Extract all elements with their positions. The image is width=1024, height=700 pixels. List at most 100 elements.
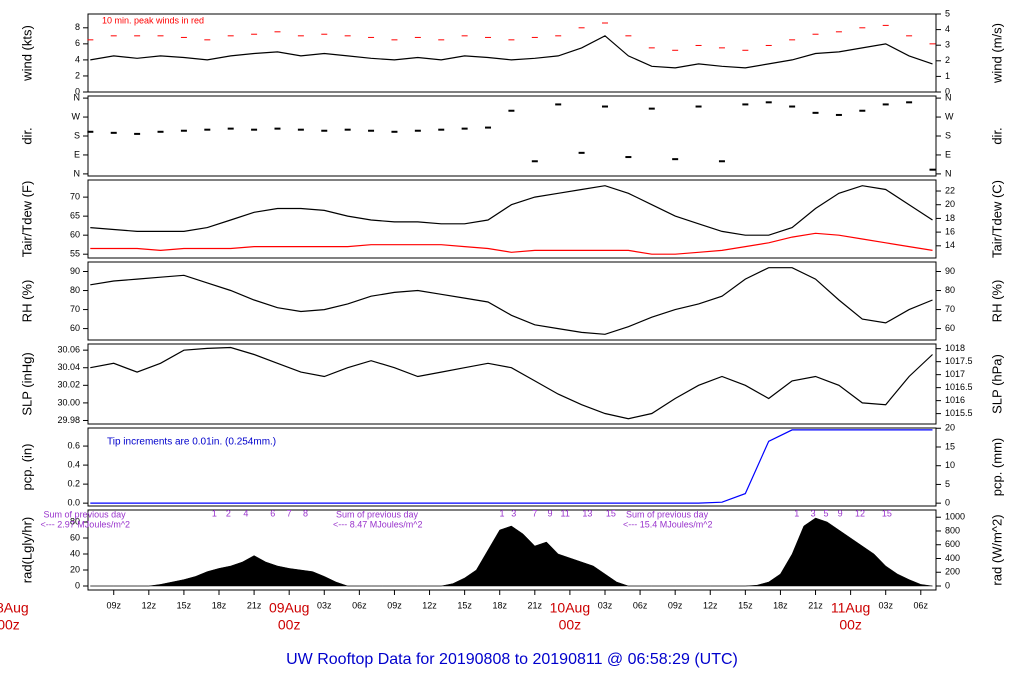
y-tick-label: N bbox=[74, 92, 81, 102]
dir-point bbox=[204, 128, 211, 131]
dir-point bbox=[742, 103, 749, 106]
panel-frame bbox=[87, 95, 937, 177]
x-tick-label: 12z bbox=[142, 600, 157, 610]
x-tick-label: 21z bbox=[528, 600, 543, 610]
y-tick-label: 60 bbox=[70, 323, 80, 333]
hour-label: 13 bbox=[582, 508, 592, 518]
dir-point bbox=[227, 127, 234, 130]
y-tick-label: 16 bbox=[945, 226, 955, 236]
x-tick-label: 09z bbox=[106, 600, 121, 610]
dir-point bbox=[134, 132, 141, 135]
y-tick-label: 0.2 bbox=[67, 478, 80, 488]
data-line bbox=[90, 185, 933, 236]
dir-point bbox=[251, 128, 258, 131]
y-tick-label: N bbox=[945, 92, 952, 102]
y-tick-label: E bbox=[945, 149, 951, 159]
dir-point bbox=[321, 129, 328, 132]
hour-label: 12 bbox=[855, 508, 865, 518]
day-sum-title: Sum of previous day bbox=[44, 509, 127, 519]
dir-point bbox=[461, 127, 468, 130]
y-tick-label: E bbox=[74, 149, 80, 159]
data-line bbox=[90, 35, 933, 69]
day-sum: <--- 2.97 MJoules/m^2 bbox=[41, 519, 131, 529]
y-tick-label: 14 bbox=[945, 240, 955, 250]
data-line bbox=[90, 232, 933, 255]
y-tick-label: W bbox=[72, 111, 81, 121]
x-tick-label: 15z bbox=[457, 600, 472, 610]
hour-label: 15 bbox=[882, 508, 892, 518]
y2-axis-label: SLP (hPa) bbox=[989, 354, 1004, 414]
y-tick-label: 20 bbox=[945, 423, 955, 433]
dir-point bbox=[87, 130, 94, 133]
y-tick-label: 8 bbox=[75, 22, 80, 32]
dir-point bbox=[835, 113, 842, 116]
dir-point bbox=[648, 107, 655, 110]
y-tick-label: W bbox=[945, 111, 954, 121]
hour-label: 9 bbox=[838, 508, 843, 518]
y-tick-label: 20 bbox=[945, 199, 955, 209]
y-tick-label: 6 bbox=[75, 38, 80, 48]
y-tick-label: 70 bbox=[70, 304, 80, 314]
y-axis-label: RH (%) bbox=[19, 280, 34, 323]
hour-label: 2 bbox=[226, 508, 231, 518]
dir-point bbox=[695, 105, 702, 108]
y-tick-label: 4 bbox=[75, 54, 80, 64]
x-tick-label: 06z bbox=[914, 600, 929, 610]
y-axis-label: Tair/Tdew (F) bbox=[19, 181, 34, 258]
date-time-label: 00z bbox=[0, 617, 20, 633]
y2-axis-label: rad (W/m^2) bbox=[989, 514, 1004, 585]
dir-point bbox=[344, 128, 351, 131]
x-tick-label: 15z bbox=[738, 600, 753, 610]
y-tick-label: 15 bbox=[945, 441, 955, 451]
y-tick-label: 2 bbox=[945, 55, 950, 65]
dir-point bbox=[555, 103, 562, 106]
dir-point bbox=[110, 131, 117, 134]
x-tick-label: 21z bbox=[808, 600, 823, 610]
y-tick-label: 22 bbox=[945, 185, 955, 195]
y-tick-label: S bbox=[945, 130, 951, 140]
y-tick-label: 1 bbox=[945, 71, 950, 81]
y-tick-label: 10 bbox=[945, 460, 955, 470]
y-tick-label: 3 bbox=[945, 40, 950, 50]
dir-point bbox=[438, 128, 445, 131]
y-tick-label: 18 bbox=[945, 213, 955, 223]
y-tick-label: 80 bbox=[70, 516, 80, 526]
y-tick-label: 80 bbox=[70, 285, 80, 295]
x-tick-label: 12z bbox=[703, 600, 718, 610]
y-tick-label: 30.02 bbox=[57, 380, 80, 390]
data-line bbox=[90, 346, 933, 420]
y-tick-label: 30.04 bbox=[57, 362, 80, 372]
y-tick-label: 5 bbox=[945, 479, 950, 489]
dir-point bbox=[765, 101, 772, 104]
y-tick-label: 1017.5 bbox=[945, 356, 973, 366]
y-tick-label: 1016.5 bbox=[945, 382, 973, 392]
x-tick-label: 15z bbox=[177, 600, 192, 610]
panel-frame bbox=[87, 343, 937, 425]
x-tick-label: 09z bbox=[668, 600, 683, 610]
dir-point bbox=[812, 111, 819, 114]
panel-frame bbox=[87, 13, 937, 93]
dir-point bbox=[601, 105, 608, 108]
y-tick-label: 1016 bbox=[945, 395, 965, 405]
dir-point bbox=[391, 130, 398, 133]
y-tick-label: 400 bbox=[945, 553, 960, 563]
panel-frame bbox=[87, 179, 937, 259]
y2-axis-label: dir. bbox=[989, 127, 1004, 144]
hour-label: 11 bbox=[561, 508, 570, 518]
y-tick-label: S bbox=[74, 130, 80, 140]
dir-point bbox=[180, 129, 187, 132]
dir-point bbox=[906, 101, 913, 104]
x-tick-label: 03z bbox=[598, 600, 613, 610]
dir-point bbox=[274, 127, 281, 130]
y-tick-label: 0 bbox=[945, 580, 950, 590]
y-tick-label: 60 bbox=[70, 532, 80, 542]
y-tick-label: 1017 bbox=[945, 369, 965, 379]
y-tick-label: 200 bbox=[945, 567, 960, 577]
hour-label: 8 bbox=[303, 508, 308, 518]
y-tick-label: 4 bbox=[945, 24, 950, 34]
y-tick-label: 29.98 bbox=[57, 415, 80, 425]
hour-label: 6 bbox=[270, 508, 275, 518]
y-tick-label: 600 bbox=[945, 539, 960, 549]
dir-point bbox=[859, 109, 866, 112]
